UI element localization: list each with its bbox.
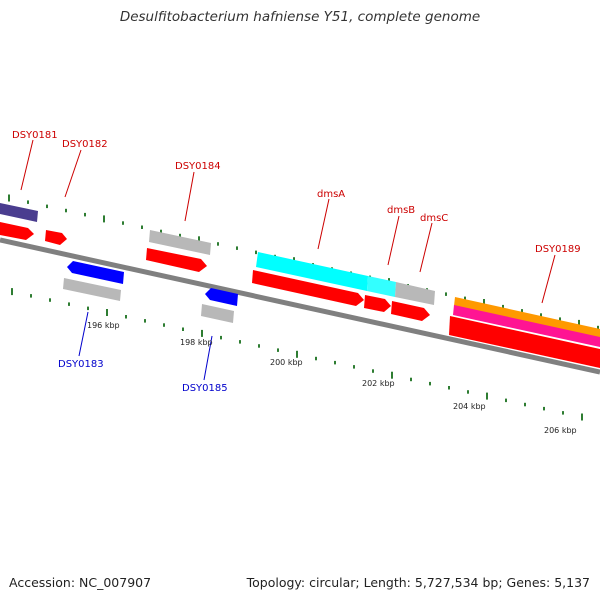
gene-bar-magenta <box>453 305 600 347</box>
gene-label-dsy0183[interactable]: DSY0183 <box>58 359 104 370</box>
gene-bar-cyan <box>367 276 396 297</box>
leader-line-dsy0184 <box>184 171 195 222</box>
gene-label-dmsb[interactable]: dmsB <box>387 205 415 216</box>
gene-label-dsy0189[interactable]: DSY0189 <box>535 244 581 255</box>
genome-backbone <box>0 237 600 375</box>
scale-label: 202 kbp <box>362 379 395 388</box>
gene-bar-orange <box>454 297 600 338</box>
leader-line-dmsb <box>387 215 400 266</box>
gene-label-dsy0184[interactable]: DSY0184 <box>175 161 221 172</box>
map-title: Desulfitobacterium hafniense Y51, comple… <box>119 9 481 25</box>
cds-arrow-red <box>252 270 364 306</box>
gene-bar-purple <box>0 203 38 222</box>
scale-label: 196 kbp <box>87 321 120 330</box>
leader-line-dmsc <box>419 222 433 273</box>
gene-label-dmsc[interactable]: dmsC <box>420 213 448 224</box>
genome-summary-text: Topology: circular; Length: 5,727,534 bp… <box>246 575 590 590</box>
cds-arrow-blue <box>205 288 238 306</box>
cds-arrow-red <box>364 295 391 312</box>
leader-line-dsy0183 <box>78 311 89 357</box>
accession-text: Accession: NC_007907 <box>9 575 152 590</box>
leader-line-dsy0181 <box>20 139 34 191</box>
gene-label-dsy0185[interactable]: DSY0185 <box>182 383 228 394</box>
leader-line-dsy0182 <box>64 149 82 198</box>
gene-bar-cyan <box>256 252 368 291</box>
gene-bar-grey <box>201 304 234 323</box>
leader-line-dsy0185 <box>203 335 213 381</box>
cds-arrow-red <box>45 230 67 245</box>
gene-label-dmsa[interactable]: dmsA <box>317 189 345 200</box>
gene-label-dsy0181[interactable]: DSY0181 <box>12 130 58 141</box>
gene-bar-grey <box>149 230 211 255</box>
cds-arrow-red <box>146 248 207 272</box>
gene-bar-grey <box>395 282 435 305</box>
scale-label: 206 kbp <box>544 426 577 435</box>
leader-line-dmsa <box>317 198 330 250</box>
cds-arrow-red <box>0 222 34 240</box>
gene-label-dsy0182[interactable]: DSY0182 <box>62 139 108 150</box>
cds-arrow-blue <box>67 261 124 284</box>
cds-arrow-red <box>391 301 430 321</box>
scale-label: 200 kbp <box>270 358 303 367</box>
gene-bar-grey <box>63 278 121 301</box>
leader-line-dsy0189 <box>541 254 556 304</box>
scale-label: 198 kbp <box>180 338 213 347</box>
scale-label: 204 kbp <box>453 402 486 411</box>
cds-arrow-red <box>449 316 600 368</box>
